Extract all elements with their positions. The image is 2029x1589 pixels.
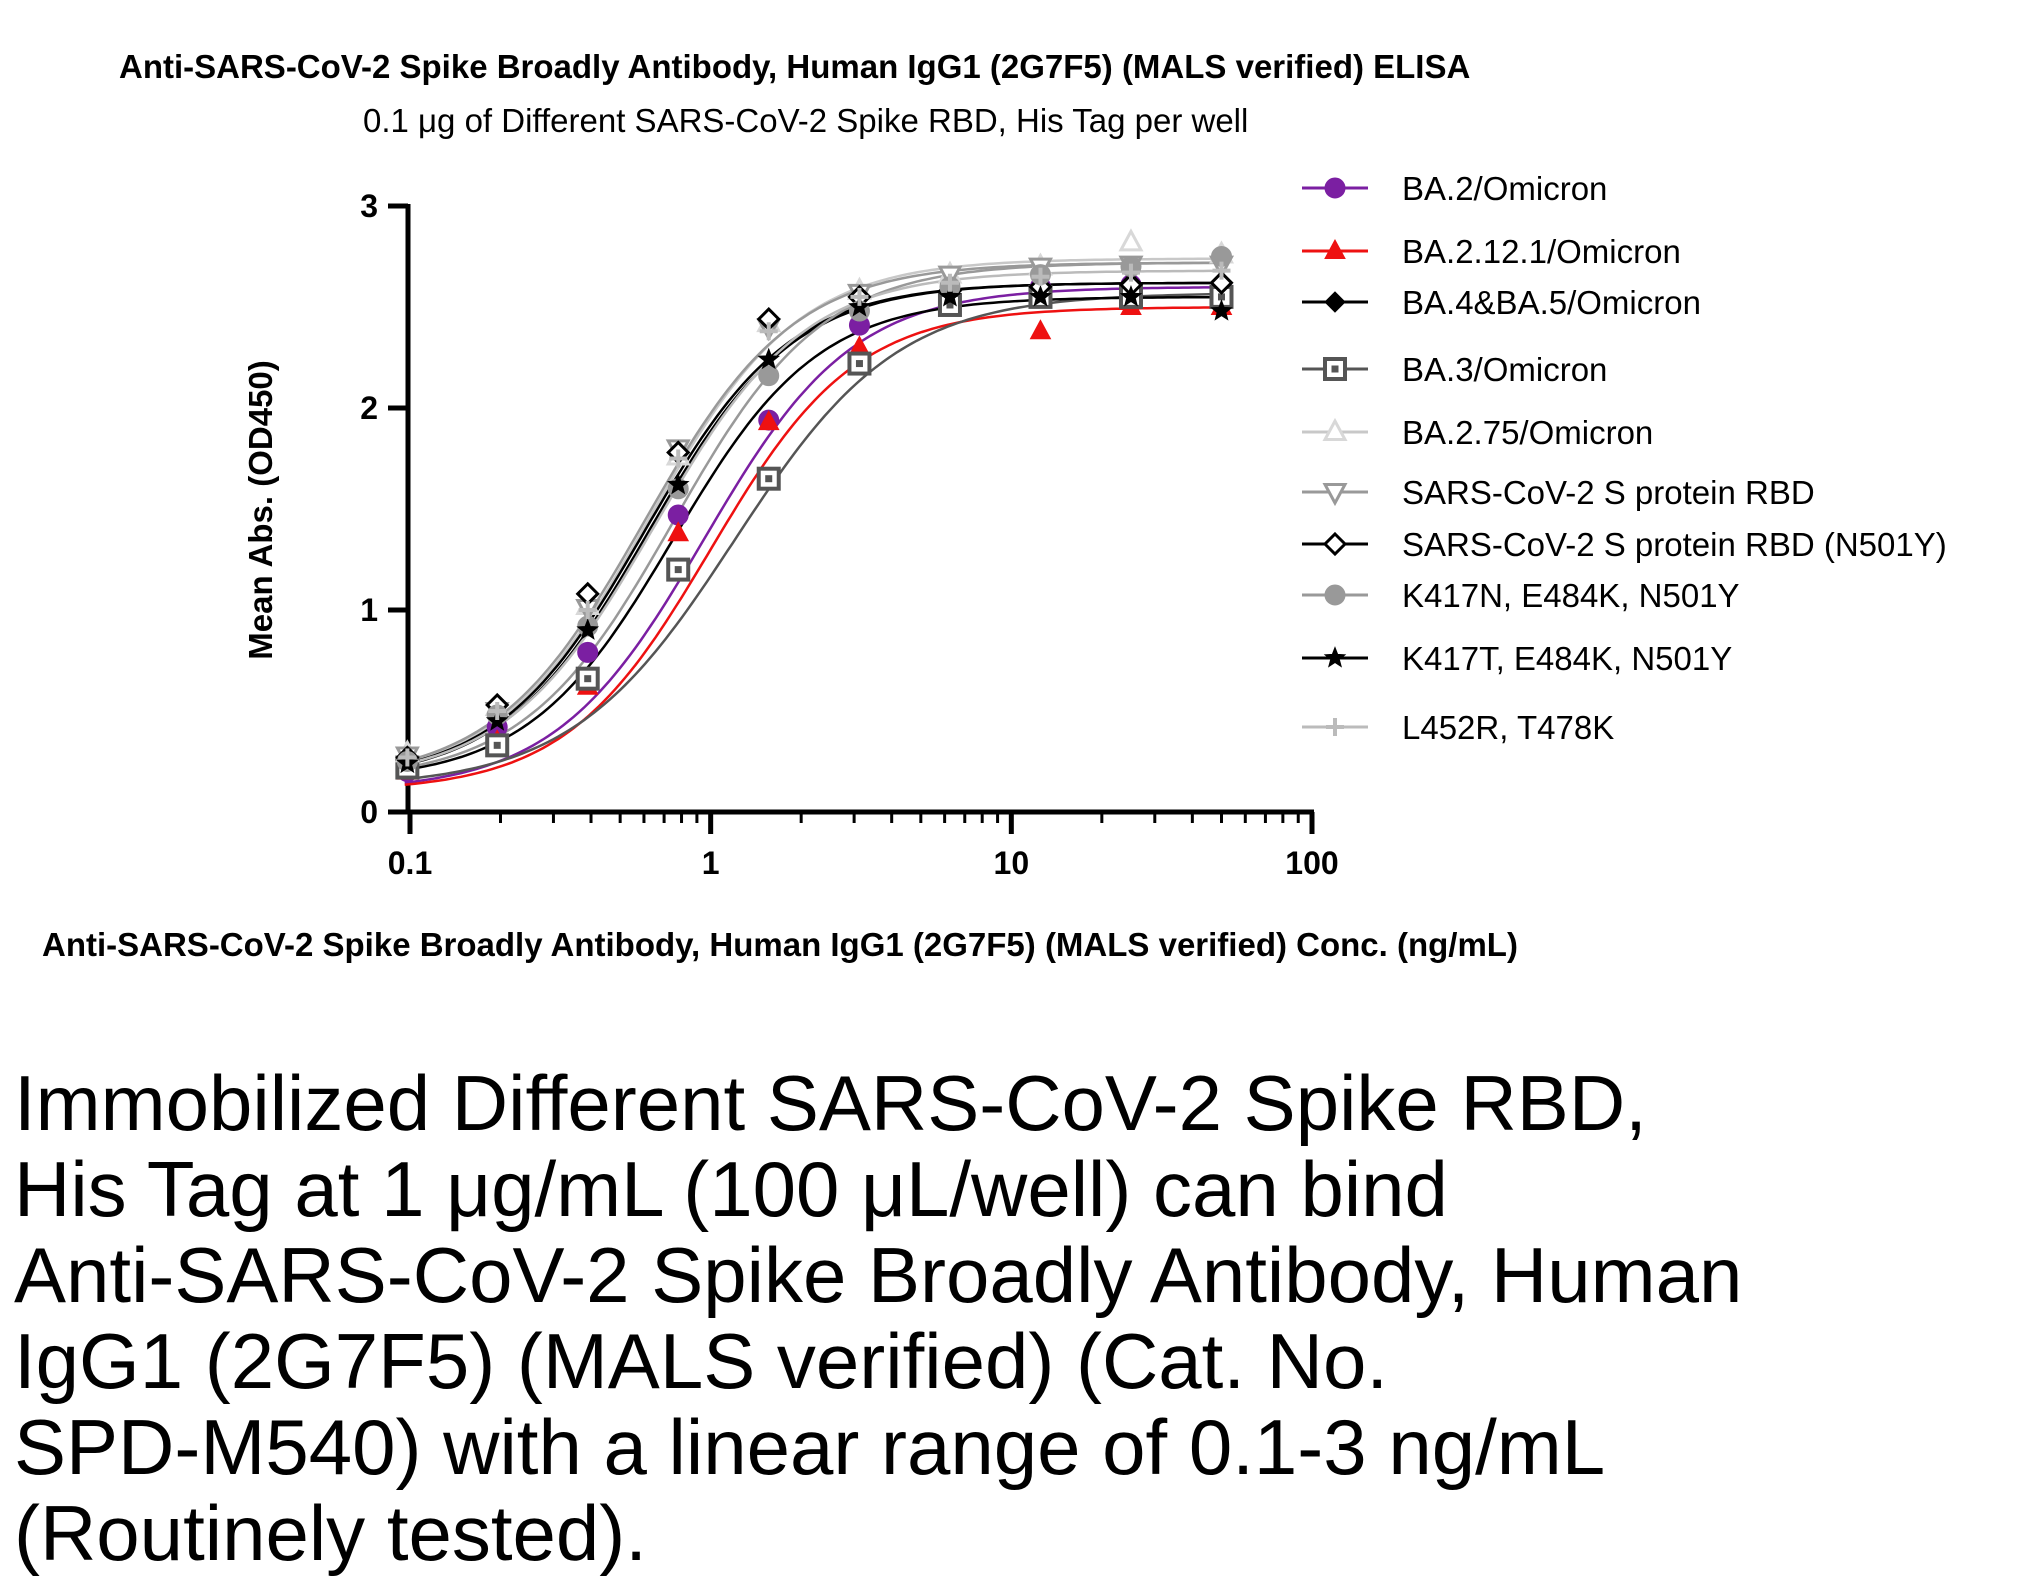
chart-subtitle: 0.1 μg of Different SARS-CoV-2 Spike RBD…	[363, 102, 1248, 139]
data-point	[1029, 285, 1052, 307]
data-point	[576, 618, 600, 640]
x-tick-label: 1	[702, 845, 720, 881]
legend-marker	[1322, 417, 1348, 441]
data-point	[666, 472, 690, 495]
data-point	[1119, 285, 1143, 307]
legend-label: SARS-CoV-2 S protein RBD	[1402, 474, 1815, 511]
legend-label: BA.3/Omicron	[1402, 351, 1607, 388]
x-tick-label: 10	[994, 845, 1030, 881]
figure-caption: Immobilized Different SARS-CoV-2 Spike R…	[14, 1060, 1974, 1576]
data-point	[759, 322, 778, 341]
legend-label: L452R, T478K	[1402, 709, 1614, 746]
fit-curve	[404, 306, 1225, 787]
data-point	[756, 466, 781, 491]
legend-marker	[1324, 177, 1346, 199]
data-point	[485, 709, 509, 731]
legend-label: K417N, E484K, N501Y	[1402, 577, 1740, 614]
fit-curve	[404, 281, 1225, 766]
data-point	[757, 410, 780, 431]
data-point	[575, 666, 600, 691]
data-point	[1031, 267, 1050, 286]
data-point	[938, 285, 962, 307]
legend-marker	[1322, 531, 1348, 557]
fit-curve	[404, 261, 1225, 763]
x-axis-label: Anti-SARS-CoV-2 Spike Broadly Antibody, …	[42, 926, 1518, 963]
data-point	[398, 748, 417, 767]
legend: BA.2/Omicron BA.2.12.1/Omicron BA.4&BA.5/O…	[1302, 170, 1947, 746]
y-tick-label: 0	[360, 794, 378, 830]
data-point	[940, 273, 959, 292]
elisa-chart: Anti-SARS-CoV-2 Spike Broadly Antibody, …	[42, 48, 1947, 963]
x-tick-label: 100	[1285, 845, 1338, 881]
legend-label: BA.2/Omicron	[1402, 170, 1607, 207]
data-point	[577, 641, 599, 663]
x-tick-label: 0.1	[388, 845, 432, 881]
y-tick-label: 3	[360, 188, 378, 224]
data-point	[1121, 263, 1140, 282]
legend-label: K417T, E484K, N501Y	[1402, 640, 1732, 677]
caption-line: (Routinely tested).	[14, 1489, 647, 1577]
fit-curve	[404, 261, 1225, 770]
data-point	[848, 295, 871, 317]
fit-curve	[404, 269, 1225, 766]
data-point	[1118, 228, 1144, 252]
data-point	[847, 351, 872, 376]
data-point	[666, 557, 691, 582]
data-point	[1029, 319, 1052, 340]
y-tick-label: 2	[360, 390, 378, 426]
fit-curve	[404, 292, 1225, 781]
caption-line: Immobilized Different SARS-CoV-2 Spike R…	[14, 1059, 1647, 1147]
data-point	[1209, 270, 1234, 295]
legend-label: BA.4&BA.5/Omicron	[1402, 284, 1701, 321]
legend-label: BA.2.75/Omicron	[1402, 414, 1653, 451]
caption-line: SPD-M540) with a linear range of 0.1-3 n…	[14, 1403, 1606, 1491]
caption-line: IgG1 (2G7F5) (MALS verified) (Cat. No.	[14, 1317, 1389, 1405]
data-point	[850, 287, 869, 306]
y-axis-label: Mean Abs. (OD450)	[242, 360, 279, 660]
data-point	[578, 601, 597, 619]
data-point	[1212, 261, 1231, 280]
plot-area: 0 1 2 3 0.1 1 10 100	[360, 188, 1338, 881]
legend-marker	[1323, 357, 1347, 381]
legend-marker	[1324, 238, 1346, 259]
fit-curve	[404, 257, 1225, 764]
legend-marker	[1322, 483, 1348, 507]
y-tick-label: 1	[360, 592, 378, 628]
caption-line: His Tag at 1 μg/mL (100 μL/well) can bin…	[14, 1145, 1448, 1233]
legend-marker	[1326, 718, 1344, 736]
legend-marker	[1324, 584, 1346, 606]
data-point	[669, 449, 688, 468]
chart-title: Anti-SARS-CoV-2 Spike Broadly Antibody, …	[119, 48, 1470, 85]
legend-label: SARS-CoV-2 S protein RBD (N501Y)	[1402, 526, 1947, 563]
legend-marker	[1324, 291, 1346, 313]
data-point	[757, 347, 781, 370]
data-point	[1210, 299, 1233, 321]
fit-curve	[404, 286, 1225, 785]
data-point	[488, 702, 507, 720]
data-point	[667, 521, 690, 542]
legend-label: BA.2.12.1/Omicron	[1402, 233, 1681, 270]
caption-line: Anti-SARS-CoV-2 Spike Broadly Antibody, …	[14, 1231, 1743, 1319]
legend-marker	[1323, 646, 1347, 668]
data-point	[758, 365, 780, 387]
fit-curve	[404, 295, 1225, 772]
data-point	[485, 733, 510, 758]
